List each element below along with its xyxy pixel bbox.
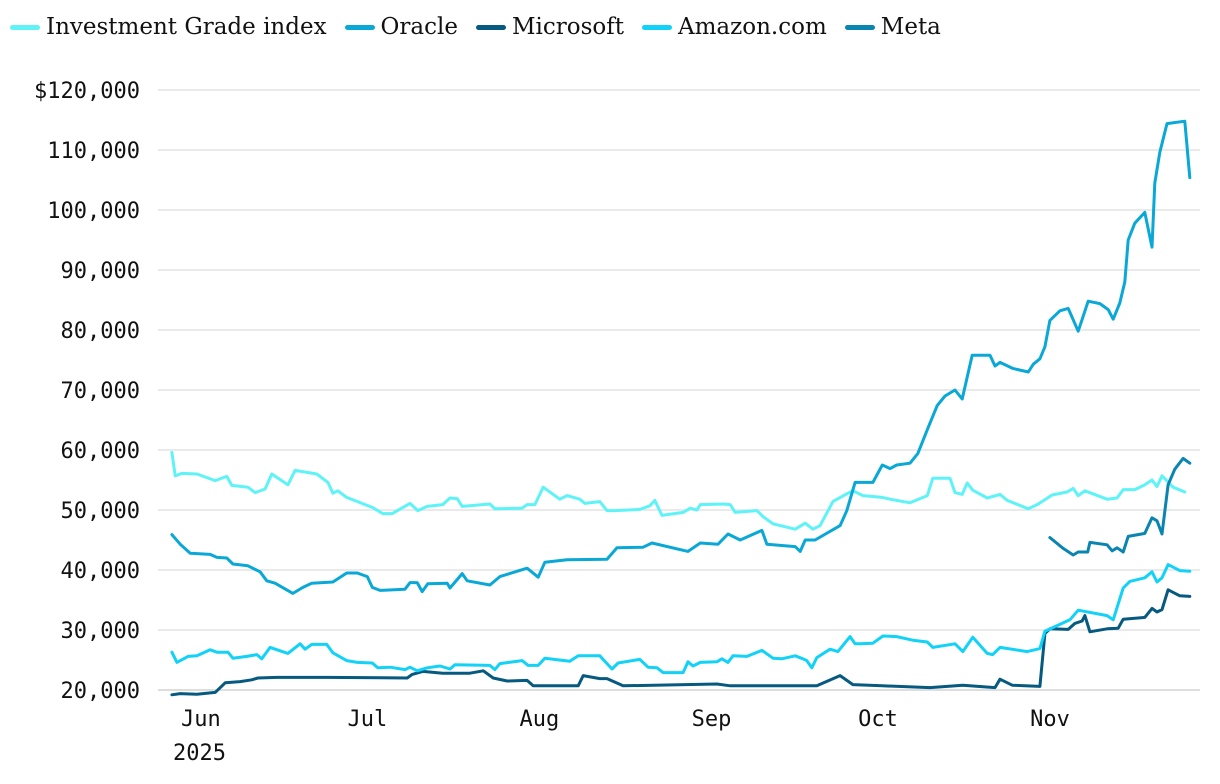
legend-swatch xyxy=(10,24,40,30)
legend-label: Amazon.com xyxy=(678,14,827,40)
series-line-investment-grade-index xyxy=(170,450,1187,531)
legend-item: Microsoft xyxy=(475,14,625,40)
x-axis: Jun 2025 Jul Aug Sep Oct Nov xyxy=(173,707,1070,766)
series-line-microsoft xyxy=(170,588,1192,697)
legend-label: Investment Grade index xyxy=(46,14,327,40)
legend-item: Oracle xyxy=(344,14,458,40)
legend-label: Oracle xyxy=(380,14,458,40)
x-tick-label: Jun xyxy=(181,707,221,732)
series-line-meta xyxy=(1048,456,1192,557)
legend-swatch xyxy=(475,24,506,30)
x-tick-label: Aug xyxy=(520,707,560,732)
x-tick-year-label: 2025 xyxy=(173,741,226,766)
legend-swatch xyxy=(844,24,875,30)
legend: Investment Grade index Oracle Microsoft Ama… xyxy=(10,14,959,40)
legend-item: Amazon.com xyxy=(642,14,827,40)
x-tick-label: Jul xyxy=(348,707,388,732)
series-line-amazon-com xyxy=(170,563,1192,675)
x-tick-label: Sep xyxy=(692,707,732,732)
y-tick-label: 50,000 xyxy=(61,499,140,524)
y-tick-label: $120,000 xyxy=(34,79,140,104)
x-tick-label: Nov xyxy=(1030,707,1070,732)
legend-swatch xyxy=(642,24,673,30)
x-tick-label: Oct xyxy=(858,707,898,732)
y-tick-label: 30,000 xyxy=(61,619,140,644)
y-tick-label: 60,000 xyxy=(61,439,140,464)
y-tick-label: 100,000 xyxy=(47,199,140,224)
series-line-oracle xyxy=(170,119,1192,595)
gridlines xyxy=(158,89,1200,691)
series-lines xyxy=(170,119,1192,697)
legend-swatch xyxy=(344,24,375,30)
legend-label: Meta xyxy=(880,14,941,40)
y-tick-label: 90,000 xyxy=(61,259,140,284)
legend-item: Investment Grade index xyxy=(10,14,327,40)
y-tick-label: 110,000 xyxy=(47,139,140,164)
legend-label: Microsoft xyxy=(511,14,625,40)
y-axis: 20,000 30,000 40,000 50,000 60,000 70,000 80,0… xyxy=(34,79,140,704)
y-tick-label: 80,000 xyxy=(61,319,140,344)
y-tick-label: 40,000 xyxy=(61,559,140,584)
y-tick-label: 70,000 xyxy=(61,379,140,404)
legend-item: Meta xyxy=(844,14,941,40)
y-tick-label: 20,000 xyxy=(61,679,140,704)
